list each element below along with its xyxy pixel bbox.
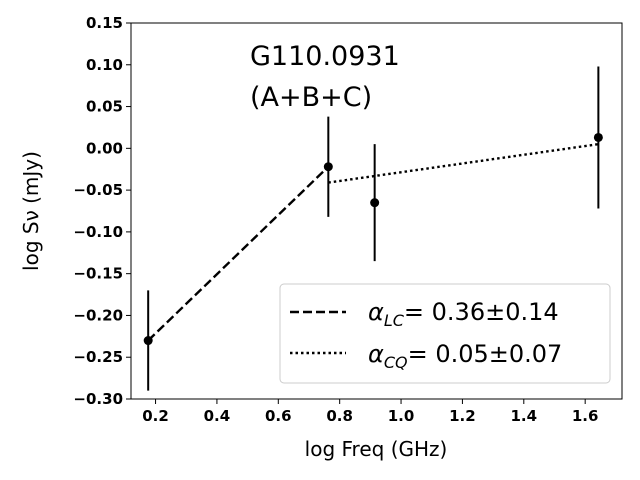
y-axis-label: log Sν (mJy) (19, 151, 43, 271)
axis-ticks: 0.2 0.4 0.6 0.8 1.0 1.2 1.4 1.6 −0.30 −0.25 −0.20 −… (73, 14, 598, 425)
data-point (593, 132, 603, 142)
x-tick-label: 0.2 (142, 407, 169, 425)
y-tick-label: −0.20 (73, 306, 123, 324)
legend-entry-cq: αCQ= 0.05±0.07 (368, 340, 562, 372)
annotation-line-1: G110.0931 (250, 41, 400, 72)
fit-line-dotted (328, 142, 599, 184)
y-tick-label: 0.00 (86, 139, 123, 157)
fit-line-dashed (147, 165, 330, 342)
data-point (370, 198, 380, 208)
legend-box (279, 283, 611, 384)
annotation-line-2: (A+B+C) (250, 82, 372, 113)
y-tick-label: −0.10 (73, 223, 123, 241)
legend: αLC= 0.36±0.14 αCQ= 0.05±0.07 (279, 283, 611, 384)
x-tick-label: 1.4 (511, 407, 538, 425)
data-point (323, 162, 333, 172)
y-tick-label: −0.30 (73, 390, 123, 408)
y-tick-label: −0.15 (73, 265, 123, 283)
y-tick-label: 0.05 (86, 98, 123, 116)
y-tick-label: −0.05 (73, 181, 123, 199)
data-points (143, 66, 603, 391)
y-tick-label: 0.15 (86, 14, 123, 32)
x-tick-label: 1.6 (572, 407, 599, 425)
y-tick-label: −0.25 (73, 348, 123, 366)
x-axis-label: log Freq (GHz) (305, 437, 448, 461)
x-tick-label: 0.6 (265, 407, 292, 425)
x-tick-label: 0.8 (326, 407, 353, 425)
x-tick-label: 1.0 (388, 407, 415, 425)
fit-lines (147, 142, 599, 342)
y-tick-label: 0.10 (86, 56, 123, 74)
data-point (143, 336, 153, 346)
legend-entry-lc: αLC= 0.36±0.14 (368, 298, 559, 330)
x-tick-label: 0.4 (204, 407, 231, 425)
x-tick-label: 1.2 (449, 407, 476, 425)
plot-frame (130, 22, 623, 400)
